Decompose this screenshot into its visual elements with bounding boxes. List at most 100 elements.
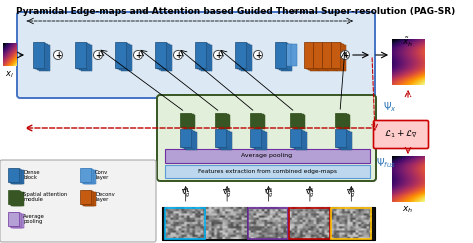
Text: Conv
layer: Conv layer — [95, 170, 108, 180]
Bar — [322, 42, 331, 68]
Bar — [294, 131, 305, 149]
Bar — [157, 43, 167, 69]
Text: Features extraction from combined edge-maps: Features extraction from combined edge-m… — [198, 169, 336, 174]
Bar — [338, 114, 349, 129]
Text: Spatial attention
module: Spatial attention module — [23, 191, 67, 202]
FancyBboxPatch shape — [17, 12, 375, 98]
Bar — [316, 44, 325, 70]
Circle shape — [341, 51, 350, 60]
Bar — [185, 132, 196, 150]
Bar — [336, 130, 348, 148]
Bar — [181, 114, 192, 128]
Bar — [12, 214, 24, 228]
Bar — [336, 45, 345, 71]
Bar — [9, 191, 20, 205]
Bar — [75, 42, 86, 68]
Bar — [296, 132, 307, 150]
Bar — [85, 170, 96, 184]
Bar — [8, 190, 19, 204]
Bar — [336, 114, 347, 128]
Bar — [291, 114, 302, 128]
Bar — [158, 44, 169, 70]
Bar — [214, 129, 226, 147]
Text: $\nabla_g^2$: $\nabla_g^2$ — [222, 186, 232, 201]
Bar — [341, 132, 351, 150]
Bar — [33, 42, 44, 68]
Circle shape — [94, 51, 103, 60]
Bar — [289, 208, 330, 239]
Bar — [116, 43, 128, 69]
Bar — [286, 44, 292, 66]
Text: $\mathcal{L}_1 + \mathcal{L}_{\nabla}$: $\mathcal{L}_1 + \mathcal{L}_{\nabla}$ — [384, 129, 418, 140]
Bar — [324, 43, 333, 69]
Text: $\Psi_{fus}$: $\Psi_{fus}$ — [291, 7, 305, 16]
Bar — [318, 45, 327, 71]
Bar — [309, 45, 318, 71]
Text: Average
pooling: Average pooling — [23, 214, 45, 224]
FancyBboxPatch shape — [0, 160, 156, 242]
Text: $\Psi_x$: $\Psi_x$ — [383, 100, 397, 114]
Bar — [238, 44, 249, 70]
Bar — [248, 208, 288, 239]
Circle shape — [254, 51, 263, 60]
Text: Pyramidal Edge-maps and Attention based Guided Thermal Super-resolution (PAG-SR): Pyramidal Edge-maps and Attention based … — [17, 7, 455, 16]
Bar — [201, 45, 211, 71]
Bar — [334, 44, 343, 70]
Circle shape — [133, 51, 142, 60]
Bar — [280, 45, 291, 71]
Bar — [292, 114, 304, 129]
Text: Deconv
layer: Deconv layer — [95, 191, 115, 202]
Bar — [121, 45, 131, 71]
Bar — [313, 42, 322, 68]
Bar — [81, 191, 93, 205]
Bar — [331, 208, 371, 239]
Bar — [165, 165, 370, 178]
Bar — [306, 43, 315, 69]
Bar — [333, 43, 342, 69]
Bar — [315, 43, 324, 69]
Bar — [251, 114, 262, 128]
Bar — [216, 114, 227, 128]
Text: +: + — [175, 51, 181, 60]
Text: +: + — [215, 51, 221, 60]
Bar — [83, 191, 94, 206]
Bar — [81, 169, 93, 183]
Bar — [218, 114, 228, 129]
Bar — [249, 113, 261, 127]
Bar — [214, 113, 226, 127]
Bar — [199, 44, 210, 70]
Bar — [252, 130, 263, 148]
Bar — [339, 115, 350, 129]
Bar — [83, 170, 94, 183]
FancyBboxPatch shape — [374, 121, 429, 148]
Text: $\nabla_g^5$: $\nabla_g^5$ — [346, 186, 356, 201]
Bar — [11, 170, 22, 183]
FancyBboxPatch shape — [157, 95, 376, 181]
Bar — [274, 42, 286, 68]
Bar — [331, 42, 340, 68]
Bar — [162, 207, 375, 240]
Text: +: + — [55, 51, 61, 60]
Bar — [196, 43, 208, 69]
Text: $\tilde{x}_h$: $\tilde{x}_h$ — [403, 36, 413, 49]
Bar — [11, 191, 22, 206]
Bar — [155, 42, 166, 68]
Bar — [253, 114, 263, 129]
Bar — [291, 130, 303, 148]
Bar — [294, 115, 305, 129]
Bar — [304, 42, 313, 68]
Bar — [85, 192, 96, 206]
Bar — [80, 45, 91, 71]
Bar — [160, 45, 172, 71]
Circle shape — [213, 51, 222, 60]
Text: $\nabla_g^3$: $\nabla_g^3$ — [263, 186, 273, 201]
Bar — [334, 113, 345, 127]
Bar — [184, 115, 195, 129]
Text: Average pooling: Average pooling — [241, 154, 293, 158]
Bar — [220, 132, 231, 150]
Bar — [339, 131, 350, 149]
Bar — [182, 130, 193, 148]
Bar — [11, 214, 22, 227]
Text: $x_l$: $x_l$ — [5, 69, 14, 79]
Text: +: + — [135, 51, 141, 60]
